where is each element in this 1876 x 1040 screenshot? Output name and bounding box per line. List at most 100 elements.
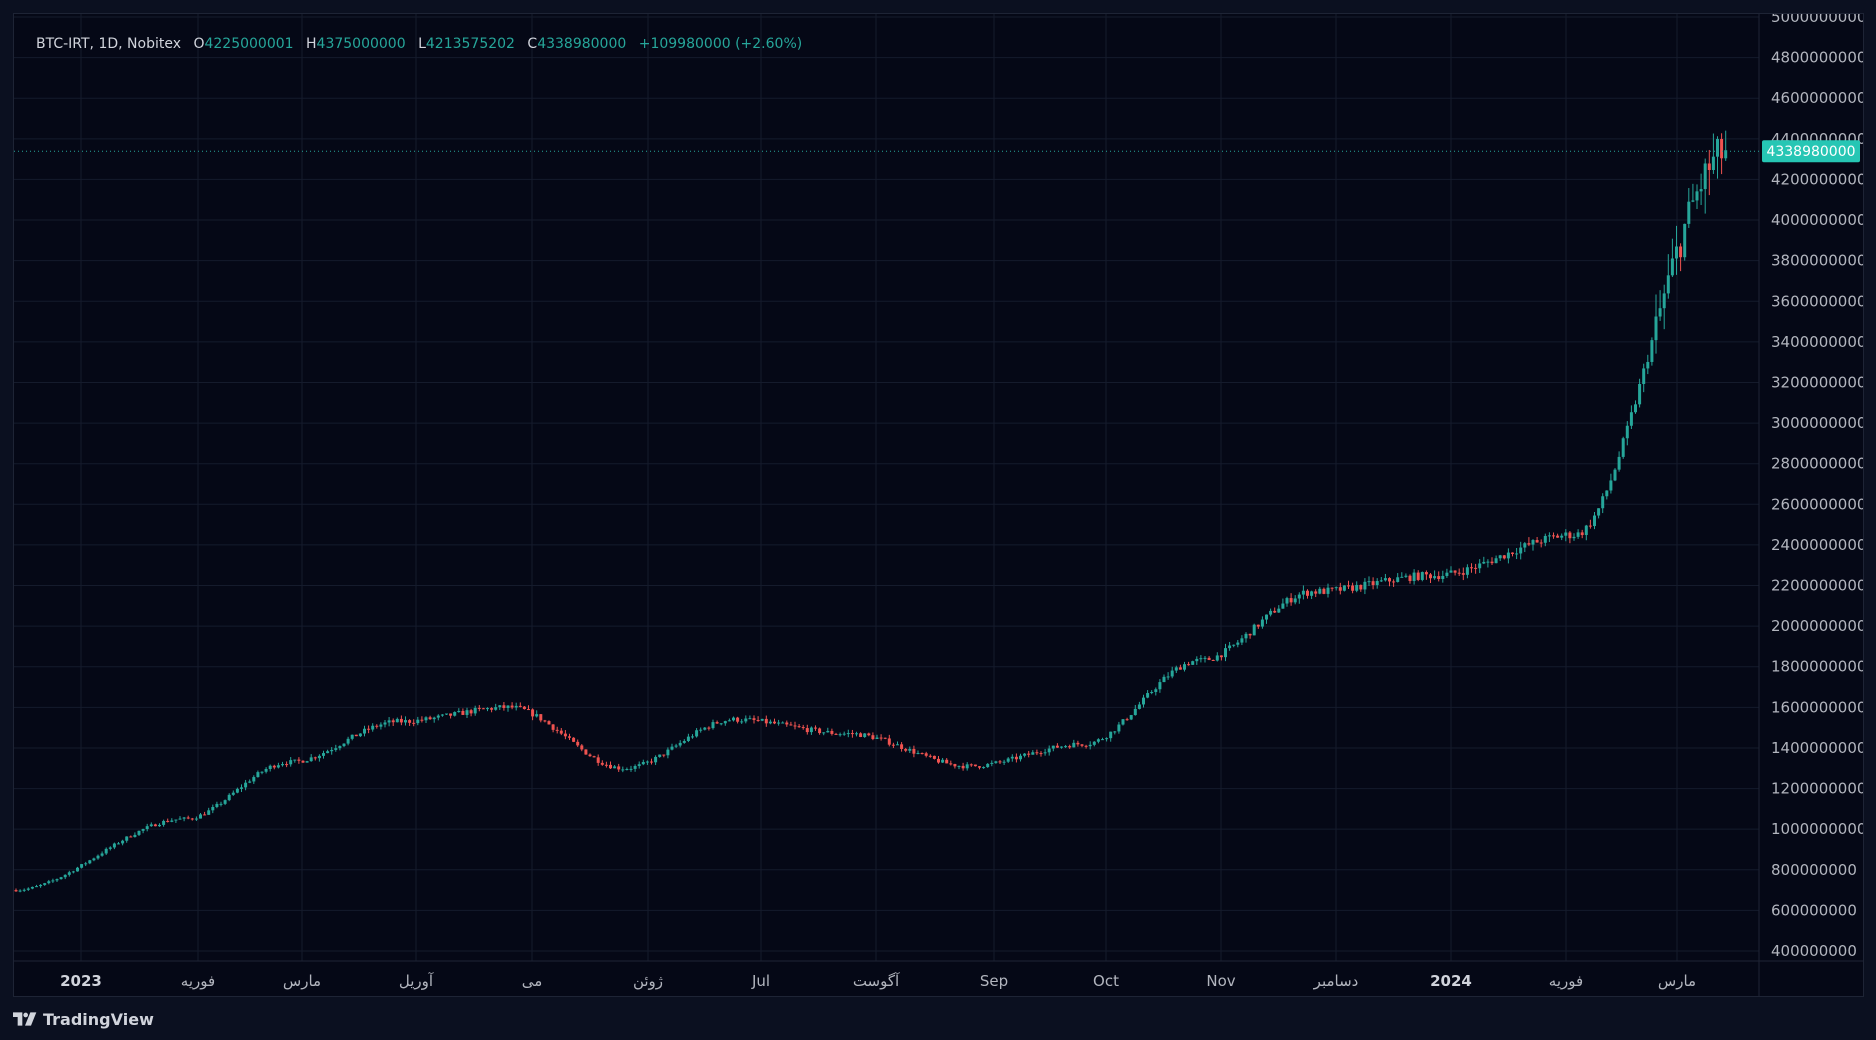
candle — [932, 755, 936, 760]
candle — [641, 759, 645, 766]
candle-body — [1498, 555, 1502, 559]
candle-body — [100, 853, 104, 856]
x-tick-label: 2023 — [60, 972, 102, 990]
candle — [1486, 559, 1490, 568]
candle — [1301, 585, 1305, 600]
candle — [1634, 400, 1637, 414]
candle-body — [682, 740, 686, 743]
candle — [535, 710, 539, 718]
symbol-label[interactable]: BTC-IRT, 1D, Nobitex — [36, 36, 181, 52]
candle-body — [465, 710, 469, 715]
candle-body — [633, 766, 637, 769]
candle-body — [785, 722, 789, 725]
candle-body — [1199, 658, 1203, 660]
candle — [112, 842, 116, 850]
candle — [654, 755, 658, 766]
candle — [949, 760, 953, 766]
candle-body — [1408, 575, 1412, 581]
candle — [1523, 542, 1527, 553]
candle — [80, 863, 84, 869]
candle — [326, 749, 330, 754]
candle-body — [14, 890, 18, 892]
candle — [1334, 586, 1338, 591]
y-tick-label: 2200000000 — [1771, 577, 1863, 595]
candle-body — [309, 757, 313, 762]
candle-body — [514, 705, 518, 708]
x-tick-label: Nov — [1206, 972, 1235, 990]
candle-body — [244, 782, 248, 788]
price-axis[interactable]: 400000000 600000000 800000000 1000000000 120… — [1758, 14, 1863, 996]
candle — [1064, 744, 1068, 748]
candle — [1613, 468, 1617, 482]
candle — [338, 745, 342, 751]
candle-body — [1051, 745, 1055, 749]
candle-body — [1084, 745, 1088, 747]
candle — [1478, 559, 1482, 574]
candle-body — [1560, 535, 1564, 538]
candle-body — [1359, 584, 1363, 590]
candle-body — [1474, 567, 1478, 569]
candle — [797, 723, 801, 728]
candle-body — [227, 794, 231, 801]
candle — [473, 705, 477, 716]
candle — [399, 715, 403, 726]
candle — [604, 761, 608, 768]
candle — [342, 743, 346, 748]
candle — [875, 734, 879, 740]
candle — [1621, 436, 1625, 459]
chart-panel[interactable]: 400000000 600000000 800000000 1000000000 120… — [13, 13, 1864, 997]
candle-body — [1437, 576, 1441, 580]
candle — [957, 765, 961, 770]
candle — [43, 882, 47, 886]
candle — [1470, 563, 1473, 573]
candle-body — [289, 760, 293, 765]
candle — [453, 711, 457, 717]
candle-body — [1318, 588, 1322, 594]
candle — [244, 779, 248, 791]
candlestick-chart[interactable]: 400000000 600000000 800000000 1000000000 120… — [14, 14, 1863, 996]
candle — [736, 716, 740, 724]
candle — [346, 736, 350, 746]
candle — [1383, 573, 1387, 582]
candle-body — [531, 709, 535, 717]
candle — [1359, 584, 1363, 592]
candle-body — [887, 738, 891, 745]
candle-body — [994, 761, 998, 763]
candle — [1511, 552, 1514, 557]
candle-body — [707, 727, 711, 729]
candle-body — [715, 722, 719, 724]
candle-body — [186, 817, 190, 819]
candle — [805, 724, 809, 735]
candle-body — [481, 708, 485, 710]
candle-body — [1265, 614, 1268, 620]
candle-body — [756, 719, 760, 721]
candle — [1215, 652, 1219, 662]
candle-body — [1146, 693, 1150, 698]
tradingview-watermark[interactable]: TradingView — [13, 1008, 154, 1030]
candle-body — [740, 721, 744, 723]
time-axis[interactable]: 2023 فوریه مارس آوریل می ژوئن Jul آگوست Sep Oct No… — [14, 960, 1863, 990]
candle-body — [1375, 581, 1379, 586]
candle — [588, 753, 592, 757]
candle-body — [1556, 535, 1560, 538]
candle — [670, 743, 674, 751]
candle — [682, 739, 686, 744]
candle-body — [834, 733, 838, 735]
candle — [879, 734, 883, 741]
candle-body — [363, 728, 366, 734]
candle-body — [55, 879, 59, 881]
candle — [63, 874, 67, 880]
candle-body — [117, 843, 120, 845]
candle — [1170, 666, 1174, 679]
candle-body — [1076, 742, 1080, 745]
candle — [1129, 714, 1133, 721]
candle-body — [39, 884, 43, 887]
candle-body — [43, 883, 47, 885]
candle — [912, 745, 916, 758]
candle-body — [814, 727, 817, 729]
candle-body — [358, 733, 362, 737]
candle — [1310, 590, 1314, 600]
candle — [522, 705, 526, 710]
candle — [768, 719, 772, 725]
candle — [629, 765, 633, 772]
